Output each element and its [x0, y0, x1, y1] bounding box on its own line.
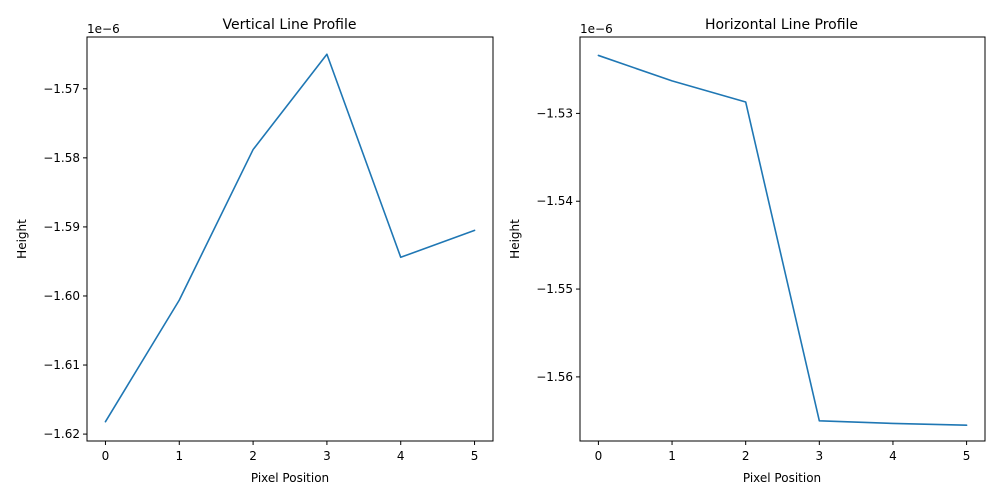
x-axis-title: Pixel Position [251, 471, 329, 485]
y-axis-title: Height [15, 219, 29, 259]
y-tick-label: −1.60 [43, 289, 80, 303]
y-axis-title: Height [508, 219, 522, 259]
x-ticks: 0 1 2 3 4 5 [102, 441, 479, 463]
y-tick-label: −1.56 [536, 370, 573, 384]
x-tick-label: 0 [595, 449, 603, 463]
x-tick-label: 4 [889, 449, 897, 463]
y-ticks: −1.62 −1.61 −1.60 −1.59 −1.58 −1.57 [43, 82, 87, 441]
series-line [597, 54, 968, 426]
y-tick-label: −1.55 [536, 282, 573, 296]
x-tick-label: 1 [668, 449, 676, 463]
x-tick-label: 2 [742, 449, 750, 463]
y-offset-label: 1e−6 [580, 22, 613, 36]
y-tick-label: −1.57 [43, 82, 80, 96]
y-tick-label: −1.61 [43, 358, 80, 372]
y-tick-label: −1.58 [43, 151, 80, 165]
y-tick-label: −1.54 [536, 194, 573, 208]
x-tick-label: 1 [175, 449, 183, 463]
plot-frame [86, 36, 494, 442]
x-tick-label: 2 [249, 449, 257, 463]
x-tick-label: 3 [815, 449, 823, 463]
y-tick-label: −1.53 [536, 106, 573, 120]
y-offset-label: 1e−6 [87, 22, 120, 36]
y-tick-label: −1.62 [43, 427, 80, 441]
chart-title: Vertical Line Profile [222, 17, 356, 33]
chart-horizontal-profile: Horizontal Line Profile 1e−6 0 1 2 3 4 5 −1.5… [508, 17, 986, 485]
x-tick-label: 5 [471, 449, 479, 463]
x-ticks: 0 1 2 3 4 5 [595, 441, 971, 463]
x-tick-label: 3 [323, 449, 331, 463]
x-tick-label: 4 [397, 449, 405, 463]
series-line [104, 53, 476, 423]
y-tick-label: −1.59 [43, 220, 80, 234]
x-tick-label: 0 [102, 449, 110, 463]
x-axis-title: Pixel Position [743, 471, 821, 485]
x-tick-label: 5 [963, 449, 971, 463]
chart-title: Horizontal Line Profile [705, 17, 858, 33]
plot-frame [579, 36, 986, 442]
y-ticks: −1.56 −1.55 −1.54 −1.53 [536, 106, 580, 384]
